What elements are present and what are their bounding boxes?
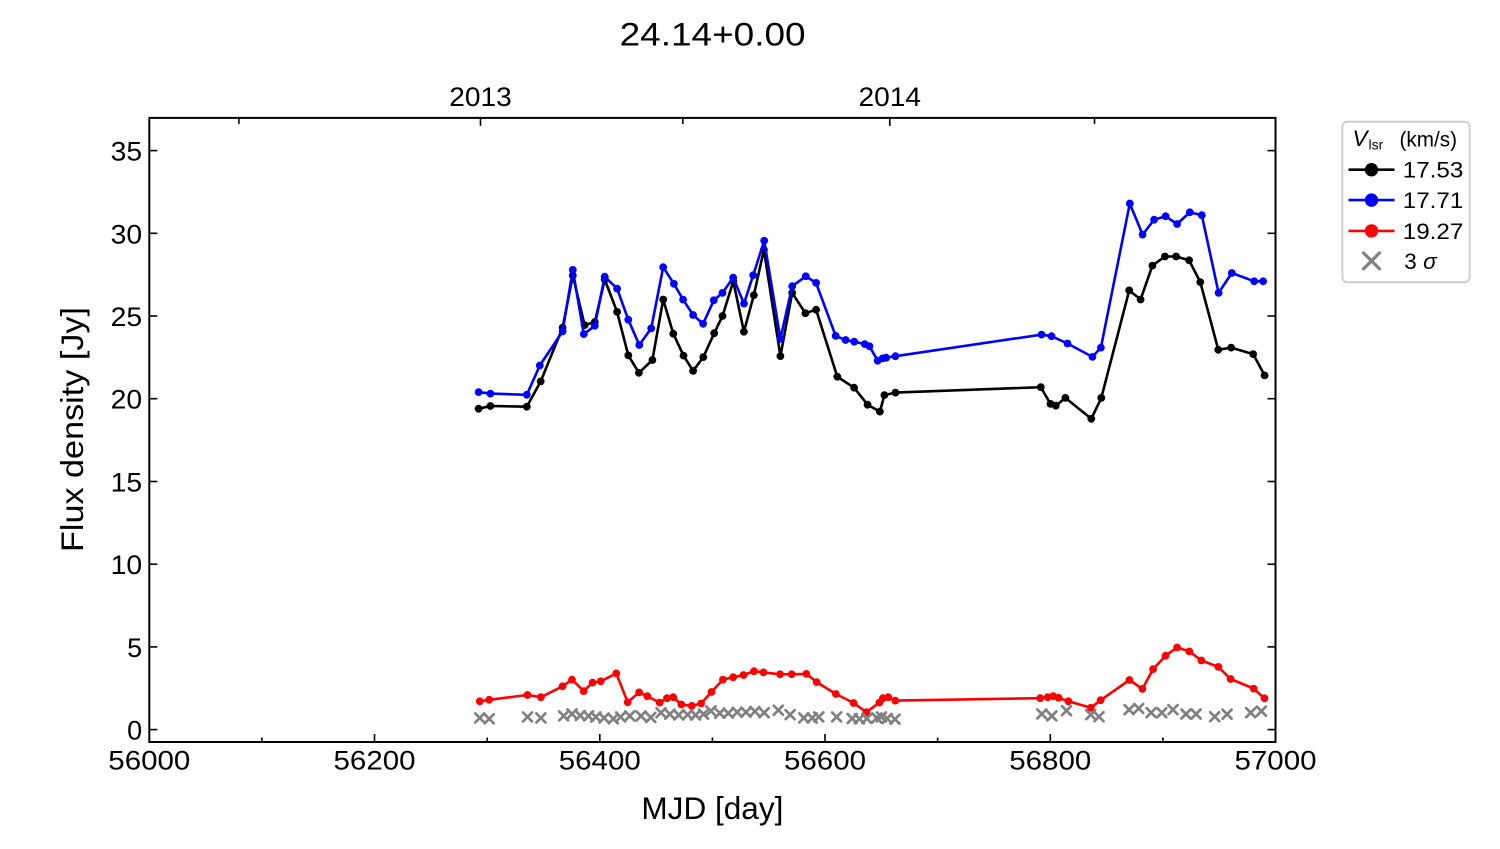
svg-text:35: 35 [111,137,143,167]
svg-text:17.53: 17.53 [1403,158,1464,183]
svg-text:15: 15 [111,467,143,497]
svg-text:lsr: lsr [1369,136,1384,152]
svg-text:19.27: 19.27 [1403,219,1464,244]
svg-text:56000: 56000 [108,745,190,775]
svg-text:56400: 56400 [559,745,641,775]
svg-text:MJD [day]: MJD [day] [641,790,783,826]
svg-text:56600: 56600 [784,745,866,775]
svg-text:56200: 56200 [334,745,416,775]
svg-text:2013: 2013 [449,82,512,112]
svg-text:10: 10 [111,550,143,580]
svg-text:17.71: 17.71 [1403,188,1464,213]
svg-text:V: V [1353,126,1370,151]
svg-text:(km/s): (km/s) [1400,127,1458,151]
svg-text:Flux density [Jy]: Flux density [Jy] [54,307,90,552]
svg-text:25: 25 [111,302,143,332]
svg-text:0: 0 [127,716,142,746]
svg-text:56800: 56800 [1009,745,1091,775]
svg-text:30: 30 [111,219,143,249]
svg-text:57000: 57000 [1235,745,1317,775]
svg-text:24.14+0.00: 24.14+0.00 [620,17,806,53]
svg-text:3 σ: 3 σ [1404,249,1438,274]
svg-text:5: 5 [127,633,142,663]
svg-text:2014: 2014 [859,82,922,112]
svg-text:20: 20 [111,385,143,415]
